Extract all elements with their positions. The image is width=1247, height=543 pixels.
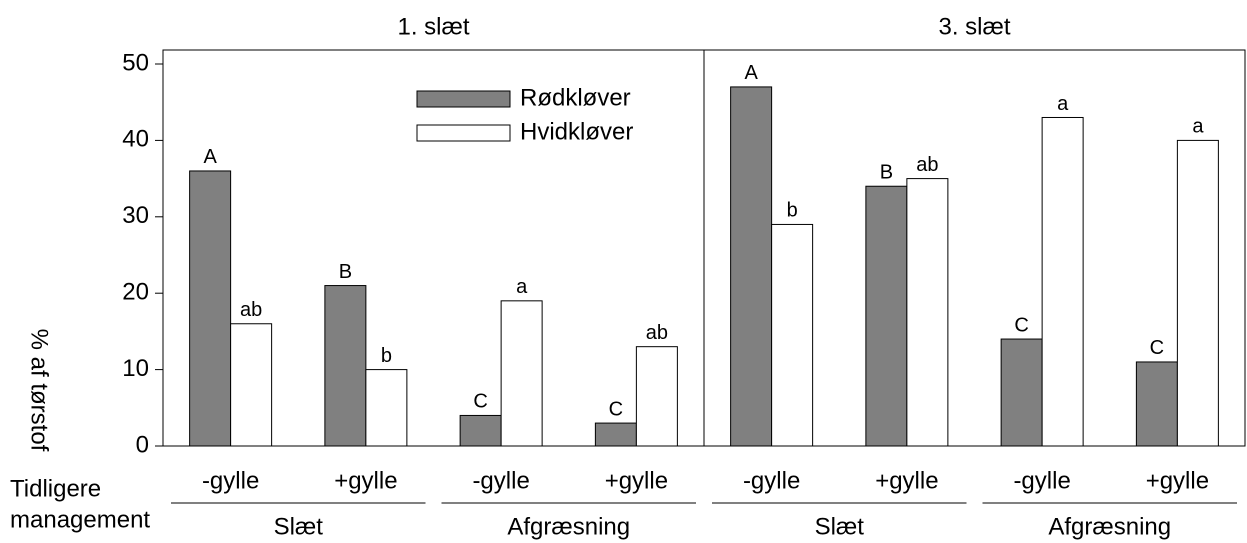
bar [906,178,949,447]
panel-title: 1. slæt [397,13,469,40]
bar-letter: A [203,146,217,168]
group-label: Afgræsning [1048,513,1171,540]
bar-letter: b [787,200,798,222]
bar [865,185,908,447]
bar [1041,116,1084,447]
bar-letter: b [381,345,392,367]
bar-letter: a [1192,116,1204,138]
bar [730,86,773,447]
legend-swatch [416,124,511,142]
group-label: Slæt [274,513,324,540]
y-tick-label: 0 [136,431,149,458]
y-tick-label: 10 [122,355,149,382]
y-tick-label: 20 [122,279,149,306]
bar [1135,361,1178,447]
bar [365,369,408,447]
bar-letter: a [516,276,528,298]
legend-label: Hvidkløver [520,118,633,145]
group-label: Slæt [815,513,865,540]
x-tick-label: +gylle [1146,467,1209,494]
bar-letter: C [1014,314,1028,336]
x-tick-label: -gylle [743,467,800,494]
bar [1000,338,1043,447]
bar [594,422,637,447]
bar [230,323,273,447]
y-tick-label: 30 [122,202,149,229]
bar-letter: ab [916,154,938,176]
bar [771,223,814,447]
bar [635,346,678,447]
bar-letter: B [880,162,893,184]
legend-label: Rødkløver [520,84,631,111]
bar [459,414,502,447]
x-tick-label: +gylle [875,467,938,494]
bar-letter: a [1057,93,1069,115]
y-axis-label: % af tørstof [26,329,53,452]
bar [1176,139,1219,447]
legend-swatch [416,90,511,108]
bar-letter: ab [646,322,668,344]
bar-letter: C [1150,337,1164,359]
row-label: Tidligere [10,475,101,502]
row-label: management [10,506,150,533]
bar-letter: ab [240,299,262,321]
x-tick-label: +gylle [334,467,397,494]
x-tick-label: -gylle [472,467,529,494]
x-tick-label: -gylle [1013,467,1070,494]
group-label: Afgræsning [507,513,630,540]
y-tick-label: 50 [122,49,149,76]
bar-letter: C [473,391,487,413]
y-tick-label: 40 [122,126,149,153]
panel-title: 3. slæt [938,13,1010,40]
bar [189,170,232,447]
bar [500,300,543,447]
bar-letter: A [744,62,758,84]
x-tick-label: -gylle [202,467,259,494]
bar [324,285,367,447]
bar-letter: B [339,261,352,283]
x-tick-label: +gylle [605,467,668,494]
bar-letter: C [609,398,623,420]
